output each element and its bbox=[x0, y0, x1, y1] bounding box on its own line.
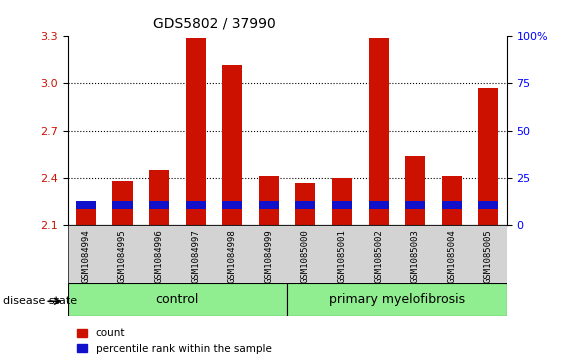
Bar bbox=[332, 178, 352, 225]
Bar bbox=[442, 201, 462, 209]
Text: primary myelofibrosis: primary myelofibrosis bbox=[329, 293, 465, 306]
Bar bbox=[222, 65, 242, 225]
Text: GSM1084999: GSM1084999 bbox=[265, 230, 273, 284]
Bar bbox=[369, 38, 388, 225]
Text: GSM1084994: GSM1084994 bbox=[82, 230, 90, 284]
Text: GSM1085004: GSM1085004 bbox=[448, 230, 456, 284]
Text: control: control bbox=[155, 293, 199, 306]
Bar bbox=[68, 283, 287, 316]
Text: GSM1085005: GSM1085005 bbox=[484, 230, 493, 284]
Bar bbox=[76, 201, 96, 209]
Bar bbox=[296, 183, 315, 225]
Bar bbox=[369, 201, 388, 209]
Bar bbox=[442, 176, 462, 225]
Bar bbox=[149, 201, 169, 209]
Text: disease state: disease state bbox=[3, 295, 77, 306]
Text: GSM1084997: GSM1084997 bbox=[191, 230, 200, 284]
Bar bbox=[287, 283, 507, 316]
Bar bbox=[76, 206, 96, 225]
Text: GSM1084996: GSM1084996 bbox=[155, 230, 163, 284]
Bar bbox=[113, 181, 132, 225]
Bar bbox=[332, 201, 352, 209]
Text: GDS5802 / 37990: GDS5802 / 37990 bbox=[153, 16, 275, 30]
Bar bbox=[259, 201, 279, 209]
Bar bbox=[186, 201, 205, 209]
Text: GSM1084998: GSM1084998 bbox=[228, 230, 236, 284]
Bar bbox=[186, 38, 205, 225]
Bar bbox=[113, 201, 132, 209]
Bar bbox=[405, 156, 425, 225]
Bar bbox=[296, 201, 315, 209]
Bar bbox=[405, 201, 425, 209]
Bar bbox=[479, 201, 498, 209]
Bar bbox=[259, 176, 279, 225]
Bar bbox=[149, 170, 169, 225]
Legend: count, percentile rank within the sample: count, percentile rank within the sample bbox=[73, 324, 276, 358]
Text: GSM1085001: GSM1085001 bbox=[338, 230, 346, 284]
Text: GSM1085000: GSM1085000 bbox=[301, 230, 310, 284]
Bar bbox=[479, 88, 498, 225]
Text: GSM1084995: GSM1084995 bbox=[118, 230, 127, 284]
Bar bbox=[222, 201, 242, 209]
Text: GSM1085002: GSM1085002 bbox=[374, 230, 383, 284]
Text: GSM1085003: GSM1085003 bbox=[411, 230, 419, 284]
